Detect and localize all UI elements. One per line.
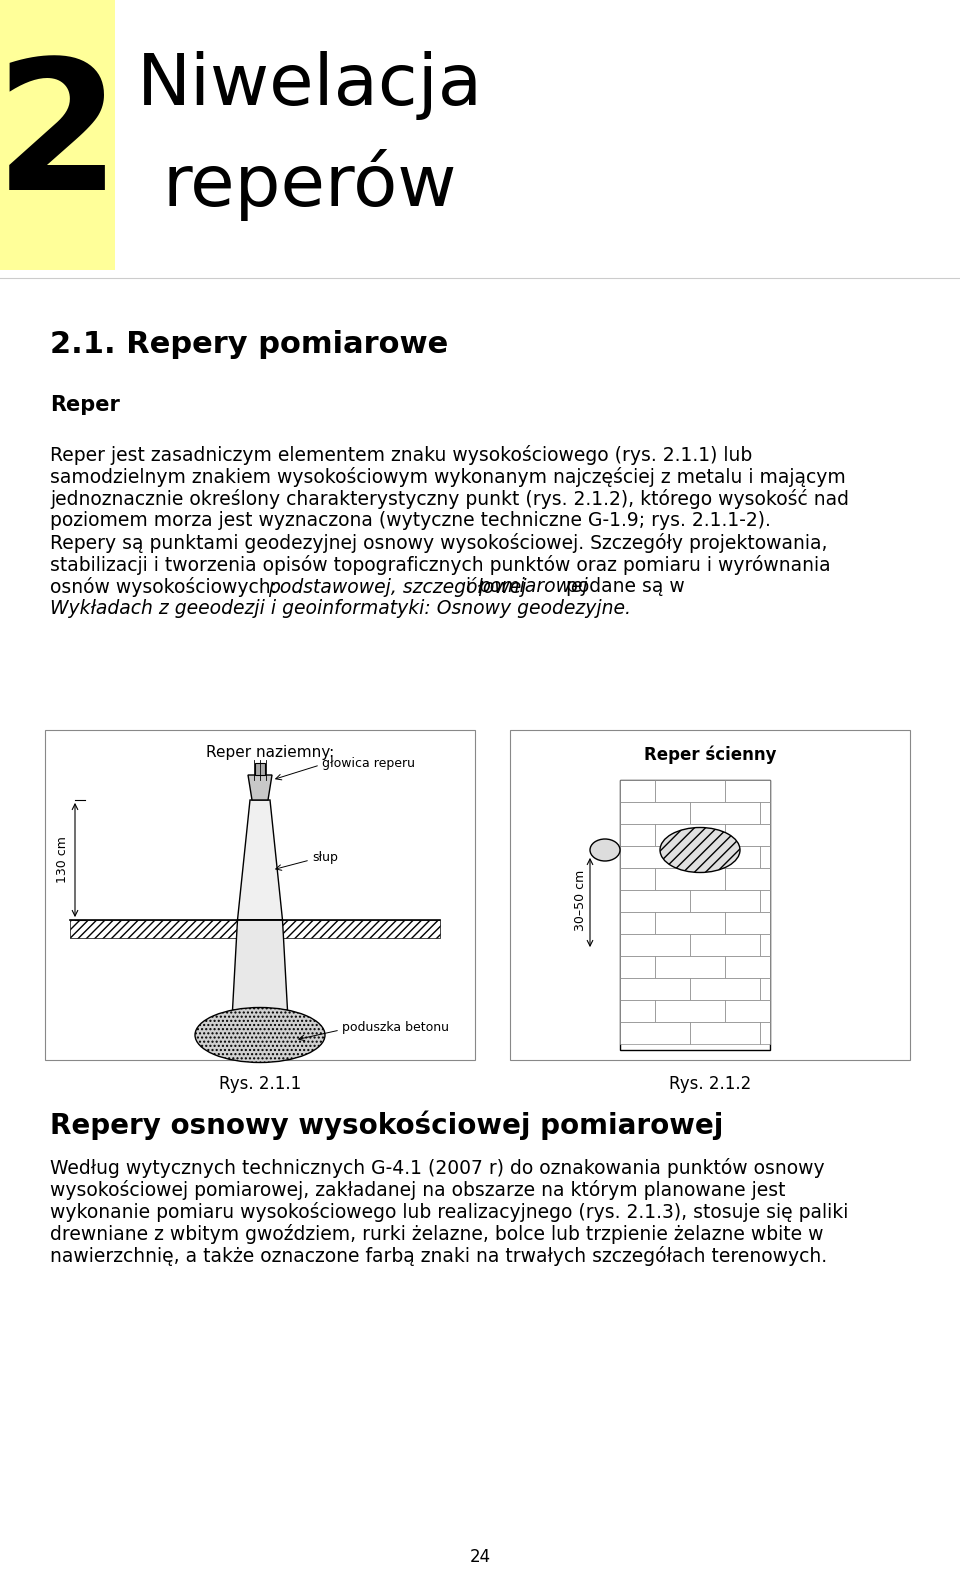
Text: Wykładach z geeodezji i geoinformatyki: Osnowy geodezyjne.: Wykładach z geeodezji i geoinformatyki: … (50, 599, 631, 618)
Text: 130 cm: 130 cm (57, 837, 69, 884)
Bar (655, 912, 725, 934)
Text: drewniane z wbitym gwoździem, rurki żelazne, bolce lub trzpienie żelazne wbite w: drewniane z wbitym gwoździem, rurki żela… (50, 1224, 824, 1244)
Bar (620, 956, 655, 978)
Bar (620, 912, 655, 934)
Text: słup: słup (312, 851, 338, 865)
Text: Reper jest zasadniczym elementem znaku wysokościowego (rys. 2.1.1) lub: Reper jest zasadniczym elementem znaku w… (50, 445, 753, 466)
Bar (70, 920, 440, 938)
Bar (760, 890, 770, 912)
Bar (620, 802, 690, 824)
Text: 24: 24 (469, 1548, 491, 1567)
Polygon shape (237, 801, 282, 920)
Ellipse shape (195, 1007, 325, 1062)
Bar (690, 978, 760, 1000)
Text: pomiarowej: pomiarowej (478, 577, 588, 596)
Bar (760, 1022, 770, 1044)
Bar (655, 868, 725, 890)
Text: 2: 2 (0, 52, 121, 228)
Bar (760, 846, 770, 868)
Bar (655, 956, 725, 978)
Text: stabilizacji i tworzenia opisów topograficznych punktów oraz pomiaru i wyrównani: stabilizacji i tworzenia opisów topograf… (50, 555, 830, 576)
Bar (725, 912, 770, 934)
Bar (690, 934, 760, 956)
Text: poduszka betonu: poduszka betonu (342, 1021, 449, 1035)
Bar (725, 868, 770, 890)
Text: podstawowej, szczegółowej: podstawowej, szczegółowej (268, 577, 526, 598)
Bar (620, 1000, 655, 1022)
Text: głowica reperu: głowica reperu (322, 757, 415, 769)
Bar (620, 934, 690, 956)
Bar (255, 763, 265, 775)
Text: Reper ścienny: Reper ścienny (644, 746, 777, 763)
Text: i: i (460, 577, 477, 596)
Text: wykonanie pomiaru wysokościowego lub realizacyjnego (rys. 2.1.3), stosuje się pa: wykonanie pomiaru wysokościowego lub rea… (50, 1202, 849, 1222)
Bar (655, 1000, 725, 1022)
Bar (620, 824, 655, 846)
Bar (725, 780, 770, 802)
Bar (620, 978, 690, 1000)
Text: Rys. 2.1.1: Rys. 2.1.1 (219, 1074, 301, 1093)
Bar (0, 0, 115, 271)
Bar (760, 802, 770, 824)
Text: wysokościowej pomiarowej, zakładanej na obszarze na którym planowane jest: wysokościowej pomiarowej, zakładanej na … (50, 1180, 785, 1200)
Text: Reper: Reper (50, 395, 120, 415)
Bar (760, 978, 770, 1000)
Bar (655, 824, 725, 846)
Text: osnów wysokościowych:: osnów wysokościowych: (50, 577, 289, 598)
Text: Repery są punktami geodezyjnej osnowy wysokościowej. Szczegóły projektowania,: Repery są punktami geodezyjnej osnowy wy… (50, 533, 828, 554)
Text: jednoznacznie określony charakterystyczny punkt (rys. 2.1.2), którego wysokość n: jednoznacznie określony charakterystyczn… (50, 489, 849, 510)
Text: 2.1. Repery pomiarowe: 2.1. Repery pomiarowe (50, 330, 448, 359)
Bar (510, 730, 910, 1060)
Bar (725, 824, 770, 846)
Text: Według wytycznych technicznych G-4.1 (2007 r) do oznakowania punktów osnowy: Według wytycznych technicznych G-4.1 (20… (50, 1158, 825, 1178)
Polygon shape (232, 920, 287, 1010)
Text: poziomem morza jest wyznaczona (wytyczne techniczne G-1.9; rys. 2.1.1-2).: poziomem morza jest wyznaczona (wytyczne… (50, 511, 771, 530)
Text: Rys. 2.1.2: Rys. 2.1.2 (669, 1074, 751, 1093)
Bar (620, 868, 655, 890)
Bar (620, 890, 690, 912)
Bar (760, 934, 770, 956)
Bar (690, 1022, 760, 1044)
Bar (620, 780, 770, 1051)
Bar (655, 780, 725, 802)
Text: nawierzchnię, a także oznaczone farbą znaki na trwałych szczegółach terenowych.: nawierzchnię, a także oznaczone farbą zn… (50, 1246, 828, 1266)
Polygon shape (248, 775, 272, 801)
Text: Repery osnowy wysokościowej pomiarowej: Repery osnowy wysokościowej pomiarowej (50, 1111, 724, 1139)
Bar (620, 1022, 690, 1044)
Bar (690, 802, 760, 824)
Text: Niwelacja: Niwelacja (137, 50, 483, 120)
Text: Reper naziemny:: Reper naziemny: (205, 746, 334, 760)
Bar (620, 846, 690, 868)
Text: reperów: reperów (163, 149, 457, 220)
Text: podane są w: podane są w (560, 577, 684, 596)
Bar (690, 890, 760, 912)
Bar (620, 780, 655, 802)
Bar (690, 846, 760, 868)
Bar (725, 1000, 770, 1022)
Text: samodzielnym znakiem wysokościowym wykonanym najczęściej z metalu i mającym: samodzielnym znakiem wysokościowym wykon… (50, 467, 846, 488)
Text: 30–50 cm: 30–50 cm (573, 870, 587, 931)
Bar (725, 956, 770, 978)
Ellipse shape (590, 838, 620, 860)
Ellipse shape (660, 827, 740, 873)
Bar (45, 730, 475, 1060)
